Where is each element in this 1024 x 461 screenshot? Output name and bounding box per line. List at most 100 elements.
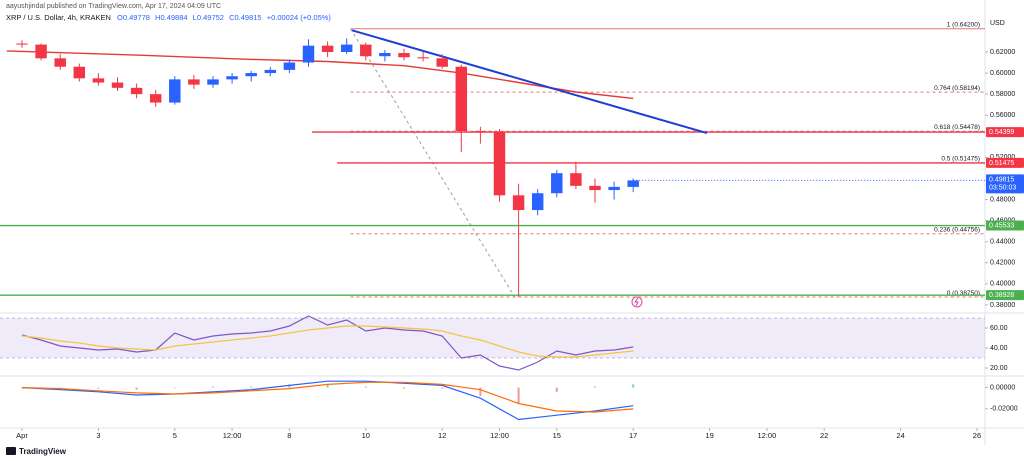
trend-line xyxy=(351,29,708,135)
candle-body xyxy=(474,131,487,133)
rsi-band xyxy=(0,318,985,358)
candle-body xyxy=(54,58,66,67)
candle-body xyxy=(340,44,353,52)
y-tick-label: 0.60000 xyxy=(990,70,1015,77)
brand-logo xyxy=(6,447,16,455)
candle-body xyxy=(455,66,468,132)
y-tick-label: 0.52000 xyxy=(990,154,1015,161)
candle-body xyxy=(92,78,105,83)
open: O0.49778 xyxy=(117,13,150,22)
y-tick-label: -0.02000 xyxy=(990,406,1018,413)
x-tick-label: Apr xyxy=(16,431,28,440)
x-tick-label: 12:00 xyxy=(490,431,509,440)
candle-body xyxy=(321,45,334,52)
candle-body xyxy=(207,79,219,85)
countdown-text: 03:50:03 xyxy=(989,184,1016,191)
level-tag-text: 0.51475 xyxy=(989,160,1014,167)
y-tick-label: 60.00 xyxy=(990,325,1008,332)
level-tag-box xyxy=(986,290,1024,301)
fib-label: 0.618 (0.54478) xyxy=(934,124,980,131)
x-tick-label: 5 xyxy=(173,431,177,440)
candle-body xyxy=(436,58,448,67)
macd-histogram-bar xyxy=(326,384,329,388)
macd-histogram-bar xyxy=(632,384,635,388)
y-tick-label: 40.00 xyxy=(990,345,1008,352)
candle-body xyxy=(379,53,391,57)
close: C0.49815 xyxy=(229,13,262,22)
macd-histogram-bar xyxy=(97,387,100,389)
fib-label: 0.236 (0.44756) xyxy=(934,226,980,233)
candle-body xyxy=(608,186,620,191)
symbol: XRP / U.S. Dollar, 4h, KRAKEN xyxy=(6,13,111,22)
low: L0.49752 xyxy=(193,13,224,22)
candle-body xyxy=(302,45,315,63)
candle-body xyxy=(35,44,47,59)
macd-histogram-bar xyxy=(517,387,520,404)
signal-line xyxy=(21,381,634,413)
candle-body xyxy=(149,94,162,103)
rsi-line xyxy=(21,315,634,371)
event-icon-bolt xyxy=(634,297,639,307)
candle-body xyxy=(188,79,200,85)
x-tick-label: 3 xyxy=(96,431,100,440)
level-tag-text: 0.45533 xyxy=(989,222,1014,229)
candle-body xyxy=(360,44,372,57)
x-tick-label: 12:00 xyxy=(223,431,242,440)
fib-label: 0.5 (0.51475) xyxy=(941,156,980,163)
y-tick-label: 0.40000 xyxy=(990,281,1015,288)
macd-histogram-bar xyxy=(250,386,253,388)
x-tick-label: 10 xyxy=(362,431,370,440)
macd-histogram-bar xyxy=(593,386,596,388)
symbol-line: XRP / U.S. Dollar, 4h, KRAKEN O0.49778 H… xyxy=(6,13,331,22)
candle-body xyxy=(111,82,124,88)
candle-body xyxy=(169,79,181,103)
y-tick-label: 0.48000 xyxy=(990,196,1015,203)
candle-body xyxy=(551,173,563,194)
macd-histogram-bar xyxy=(173,387,176,389)
y-tick-label: 0.44000 xyxy=(990,239,1015,246)
y-tick-label: 0.42000 xyxy=(990,260,1015,267)
high: H0.49884 xyxy=(155,13,188,22)
level-tag-box xyxy=(986,127,1024,138)
candle-body xyxy=(16,43,28,45)
candle-body xyxy=(264,69,277,74)
candle-body xyxy=(512,195,525,211)
event-icon[interactable] xyxy=(631,296,643,308)
candle-body xyxy=(417,57,429,59)
macd-histogram-bar xyxy=(211,386,214,388)
level-tag-text: 0.54399 xyxy=(989,129,1014,136)
level-tag-box xyxy=(986,220,1024,231)
level-tag-box xyxy=(986,157,1024,168)
rsi-line xyxy=(21,325,634,358)
candle-body xyxy=(73,66,86,79)
last-price-box xyxy=(986,174,1024,194)
level-tag-text: 0.38928 xyxy=(989,292,1014,299)
y-tick-label: 0.62000 xyxy=(990,49,1015,56)
author-line: aayushjindal published on TradingView.co… xyxy=(6,3,221,10)
last-price-text: 0.49815 xyxy=(989,176,1014,183)
y-tick-label: 20.00 xyxy=(990,365,1008,372)
macd-histogram-bar xyxy=(479,387,482,397)
macd-histogram-bar xyxy=(402,387,405,389)
fib-label: 0.764 (0.58194) xyxy=(934,85,980,92)
change: +0.00024 (+0.05%) xyxy=(267,13,332,22)
x-tick-label: 12:00 xyxy=(757,431,776,440)
macd-histogram-bar xyxy=(555,387,558,392)
macd-histogram-bar xyxy=(135,387,138,390)
macd-line xyxy=(21,380,634,421)
candle-body xyxy=(130,87,143,95)
candle-body xyxy=(531,193,544,211)
x-tick-label: 12 xyxy=(438,431,446,440)
candle-body xyxy=(493,132,506,196)
macd-histogram-bar xyxy=(441,387,444,389)
x-tick-label: 24 xyxy=(896,431,904,440)
x-tick-label: 22 xyxy=(820,431,828,440)
y-tick-label: 0.38000 xyxy=(990,302,1015,309)
fib-label: 1 (0.64200) xyxy=(947,22,980,29)
candle-body xyxy=(283,62,296,70)
candle-body xyxy=(627,180,639,187)
brand: TradingView xyxy=(19,447,67,456)
x-tick-label: 17 xyxy=(629,431,637,440)
